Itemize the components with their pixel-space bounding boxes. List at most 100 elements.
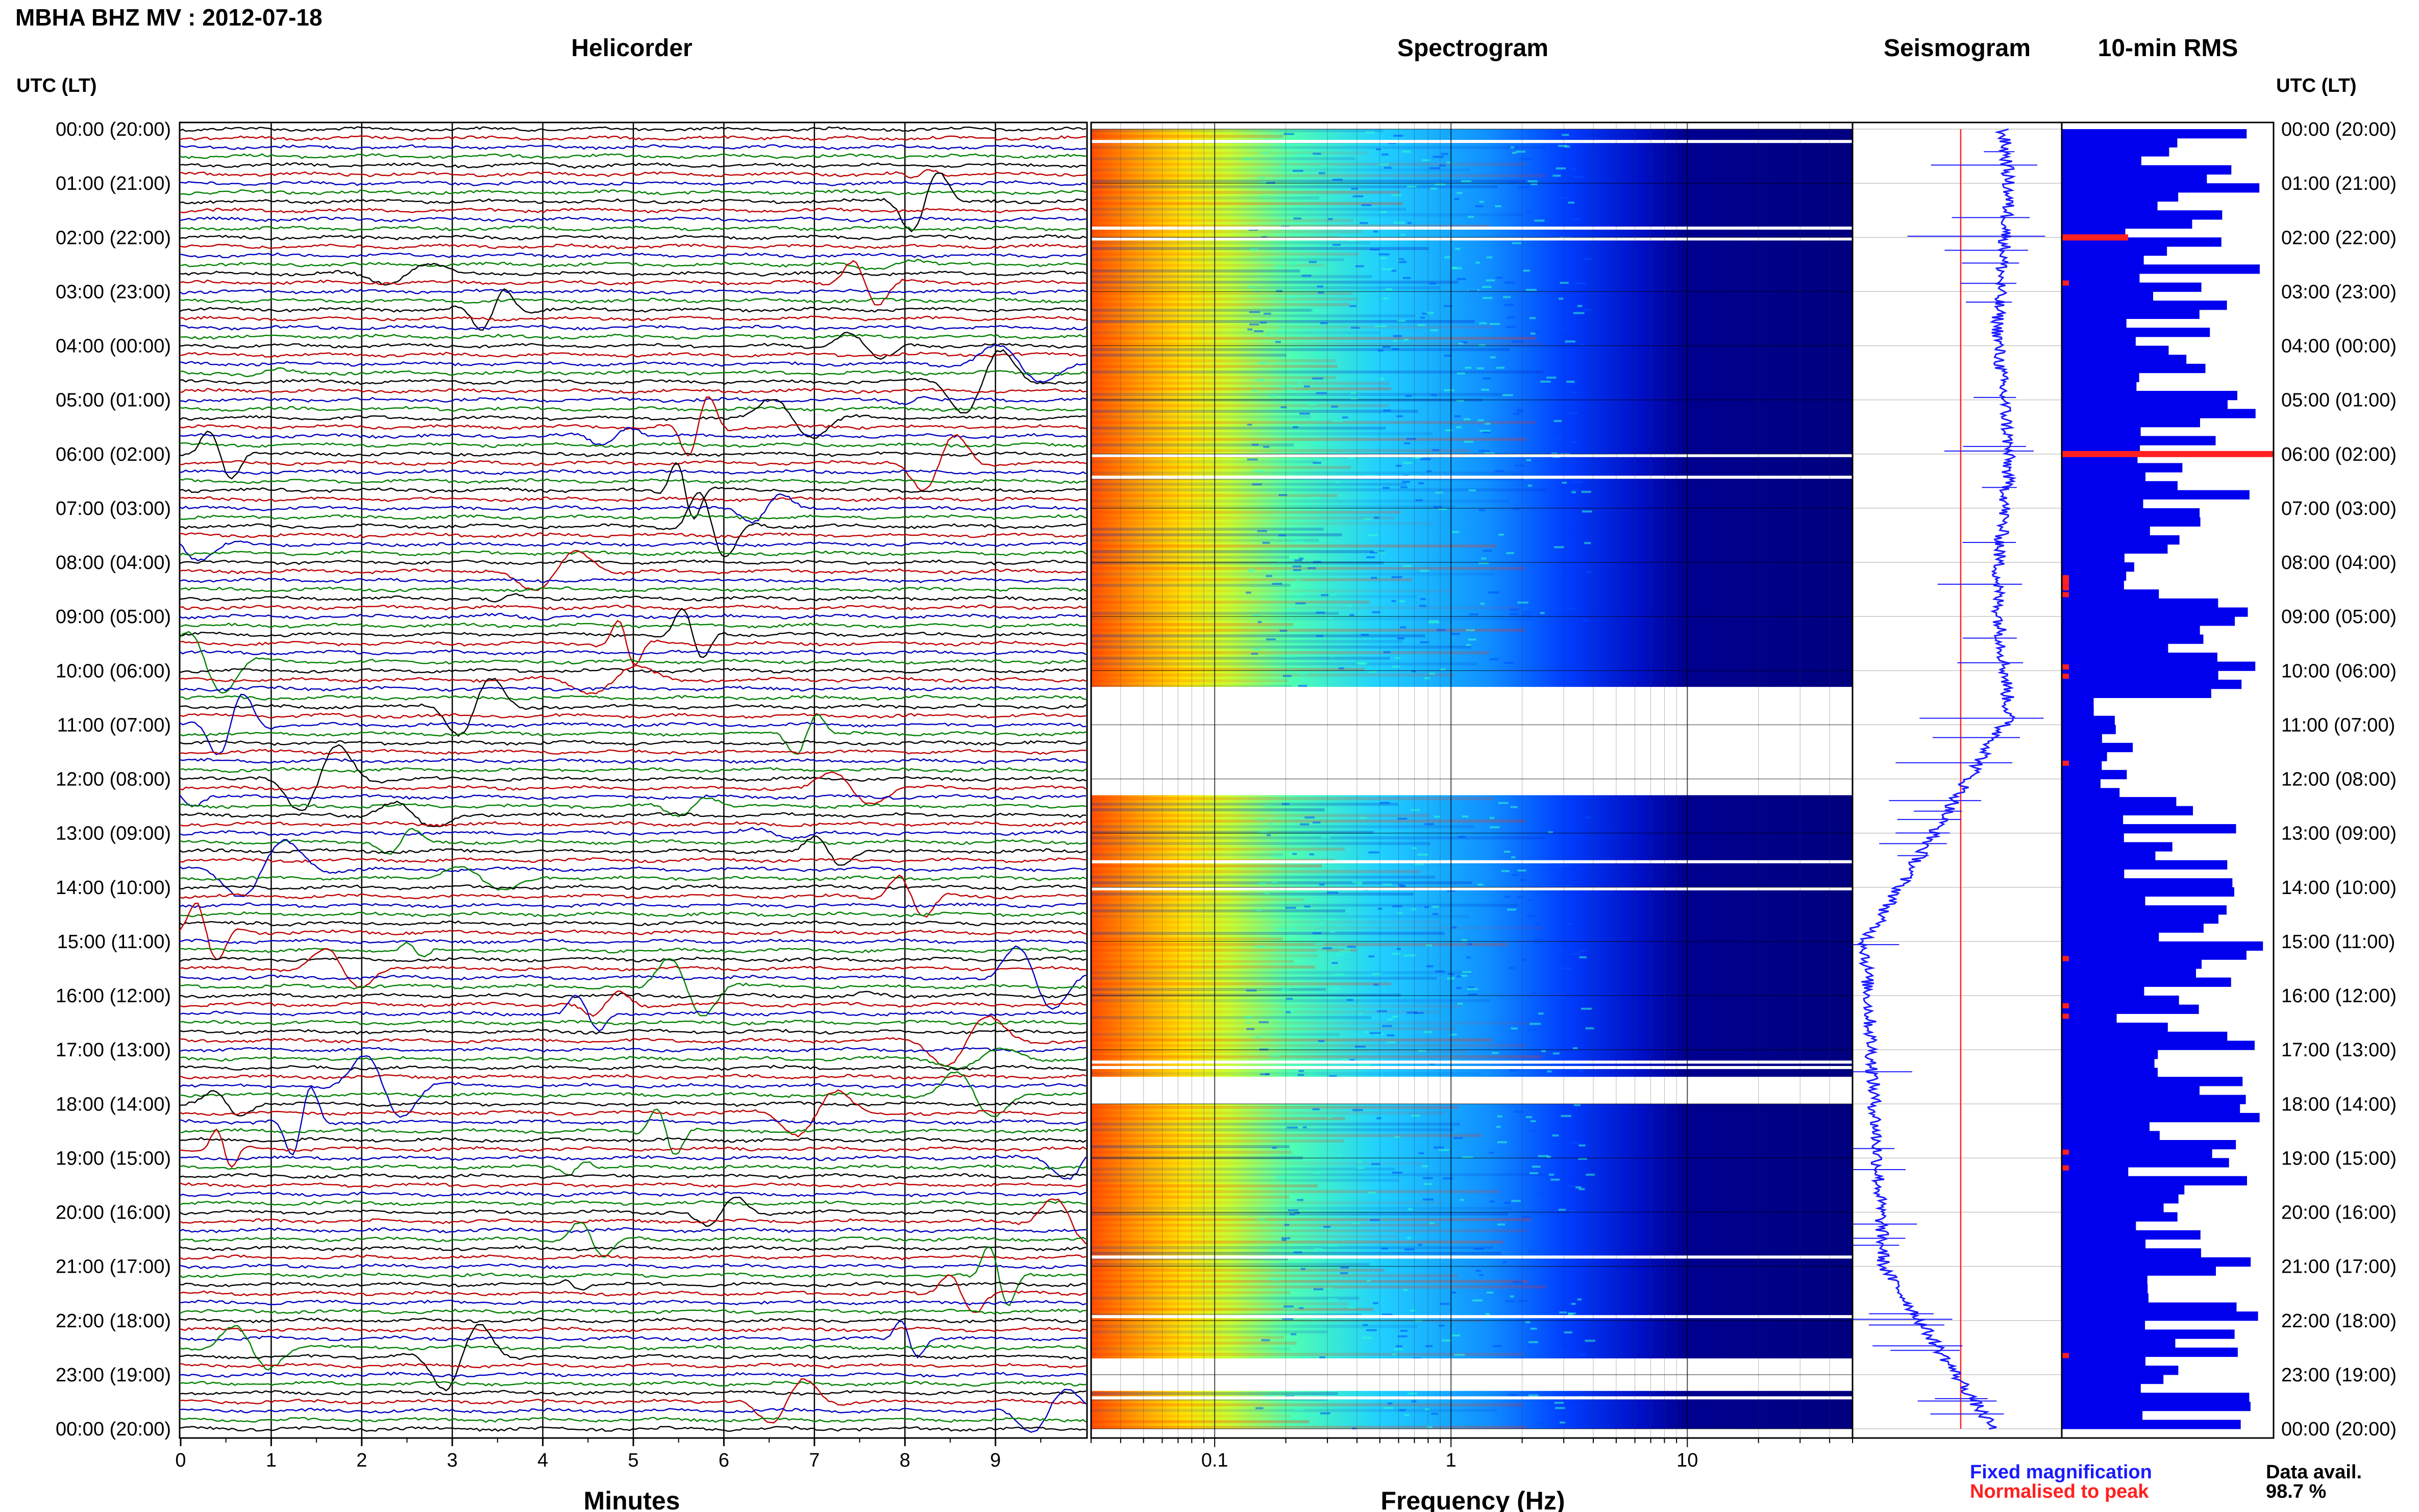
spectrogram-speckle bbox=[1562, 481, 1567, 484]
spectrogram-speckle bbox=[1334, 973, 1345, 976]
spectrogram-speckle bbox=[1509, 966, 1515, 969]
spectrogram-speckle bbox=[1384, 1406, 1394, 1409]
spectrogram-speckle bbox=[1252, 389, 1257, 392]
spectrogram-row-texture bbox=[1091, 415, 1311, 418]
spectrogram-speckle bbox=[1423, 1177, 1433, 1179]
time-label-right: 02:00 (22:00) bbox=[2281, 227, 2397, 249]
time-label-right: 00:00 (20:00) bbox=[2281, 1419, 2397, 1440]
spectrogram-speckle bbox=[1496, 366, 1505, 369]
rms-bar bbox=[2062, 1393, 2250, 1402]
helicorder-trace bbox=[180, 288, 1087, 295]
spectrogram-row-texture bbox=[1091, 483, 1407, 486]
helicorder-trace bbox=[180, 631, 1087, 694]
spectrogram-speckle bbox=[1525, 1321, 1531, 1324]
time-label-left: 15:00 (11:00) bbox=[57, 931, 171, 953]
spectrogram-speckle bbox=[1443, 389, 1454, 391]
spectrogram-speckle bbox=[1382, 883, 1392, 886]
spectrogram-speckle bbox=[1391, 194, 1402, 196]
spectrogram-speckle bbox=[1510, 613, 1519, 615]
spectrogram-speckle bbox=[1423, 1198, 1434, 1201]
spectrogram-speckle bbox=[1546, 1156, 1551, 1158]
helicorder-trace bbox=[180, 388, 1087, 394]
spectrogram-speckle bbox=[1506, 326, 1516, 328]
spectrogram-speckle bbox=[1557, 196, 1569, 199]
spectrogram-row-texture bbox=[1091, 1336, 1284, 1339]
rms-bar bbox=[2062, 1050, 2158, 1059]
spectrogram-speckle bbox=[1433, 156, 1444, 158]
spectrogram-row-texture bbox=[1091, 898, 1305, 901]
spectrogram-speckle bbox=[1560, 282, 1569, 284]
spectrogram-speckle bbox=[1387, 1034, 1395, 1036]
spectrogram-speckle bbox=[1586, 571, 1592, 574]
spectrogram-speckle bbox=[1317, 285, 1323, 288]
rms-bar bbox=[2062, 427, 2141, 436]
spectrogram-speckle bbox=[1320, 1412, 1330, 1415]
spectrogram-speckle bbox=[1320, 922, 1325, 924]
spectrogram-speckle bbox=[1451, 1334, 1461, 1337]
legend-fixed-magnification: Fixed magnification bbox=[1970, 1461, 2152, 1483]
helicorder-trace bbox=[180, 207, 1087, 214]
rms-bar bbox=[2062, 1112, 2260, 1123]
spectrogram-speckle bbox=[1247, 458, 1258, 461]
spectrogram-speckle bbox=[1552, 1134, 1559, 1137]
rms-bar bbox=[2062, 761, 2102, 771]
spectrogram-row-texture bbox=[1091, 202, 1403, 205]
spectrogram-speckle bbox=[1266, 638, 1276, 640]
helicorder-title: Helicorder bbox=[571, 35, 692, 62]
spectrogram-speckle bbox=[1254, 470, 1265, 473]
spectrogram-speckle bbox=[1387, 1402, 1393, 1405]
spectrogram-speckle bbox=[1429, 1062, 1435, 1065]
spectrogram-row-texture bbox=[1091, 309, 1313, 312]
spectrogram-speckle bbox=[1286, 389, 1294, 391]
spectrogram-speckle bbox=[1583, 619, 1589, 622]
helicorder-trace bbox=[180, 902, 1087, 908]
rms-bar bbox=[2062, 1140, 2236, 1150]
helicorder-trace bbox=[180, 577, 1087, 583]
spectrogram-speckle bbox=[1260, 321, 1267, 324]
spectrogram-speckle bbox=[1326, 1245, 1338, 1247]
time-axis-labels: 00:00 (20:00) 00:00 (20:00) 01:00 (21:00) 0… bbox=[56, 119, 2397, 1440]
spectrogram-speckle bbox=[1575, 1186, 1582, 1188]
spectrogram-speckle bbox=[1403, 954, 1409, 957]
spectrogram-speckle bbox=[1485, 452, 1495, 455]
spectrogram-speckle bbox=[1440, 1303, 1450, 1305]
spectrogram-speckle bbox=[1424, 1408, 1430, 1410]
rms-bar bbox=[2062, 905, 2227, 915]
rms-bar bbox=[2062, 824, 2236, 834]
spectrogram-speckle bbox=[1397, 1335, 1408, 1337]
spectrogram-speckle bbox=[1372, 1302, 1378, 1304]
spectrogram-speckle bbox=[1516, 151, 1526, 153]
spectrogram-speckle bbox=[1403, 1288, 1408, 1291]
spectrogram-speckle bbox=[1378, 163, 1389, 166]
spectrogram-speckle bbox=[1312, 442, 1321, 445]
spectrogram-speckle bbox=[1455, 426, 1462, 429]
spectrogram-speckle bbox=[1578, 1157, 1587, 1160]
spectrogram-speckle bbox=[1419, 605, 1427, 607]
helicorder-trace bbox=[180, 349, 1087, 414]
time-label-right: 05:00 (01:00) bbox=[2281, 390, 2397, 411]
spectrogram-speckle bbox=[1495, 205, 1501, 208]
rms-bar bbox=[2062, 355, 2187, 364]
spectrogram-speckle bbox=[1298, 673, 1307, 676]
spectrogram-speckle bbox=[1567, 607, 1575, 610]
helicorder-x-tick-label: 3 bbox=[447, 1450, 458, 1471]
helicorder-trace bbox=[180, 153, 1087, 159]
rms-bar bbox=[2062, 661, 2256, 671]
spectrogram-speckle bbox=[1331, 988, 1341, 990]
spectrogram-row-texture bbox=[1091, 679, 1289, 682]
spectrogram-speckle bbox=[1457, 192, 1463, 194]
spectrogram-row-texture bbox=[1091, 1072, 1481, 1075]
spectrogram-speckle bbox=[1528, 180, 1538, 183]
spectrogram-panel: 0.1 1 10 bbox=[1090, 121, 1854, 1471]
spectrogram-speckle bbox=[1379, 211, 1387, 213]
spectrogram-speckle bbox=[1373, 550, 1379, 553]
spectrogram-row-texture bbox=[1091, 544, 1497, 548]
spectrogram-speckle bbox=[1517, 410, 1523, 413]
spectrogram-speckle bbox=[1535, 923, 1541, 925]
time-label-right: 14:00 (10:00) bbox=[2281, 877, 2397, 899]
seismogram-title: Seismogram bbox=[1884, 35, 2031, 62]
spectrogram-speckle bbox=[1411, 670, 1416, 673]
spectrogram-speckle bbox=[1276, 927, 1287, 930]
spectrogram-speckle bbox=[1248, 229, 1258, 231]
spectrogram-speckle bbox=[1584, 542, 1591, 544]
